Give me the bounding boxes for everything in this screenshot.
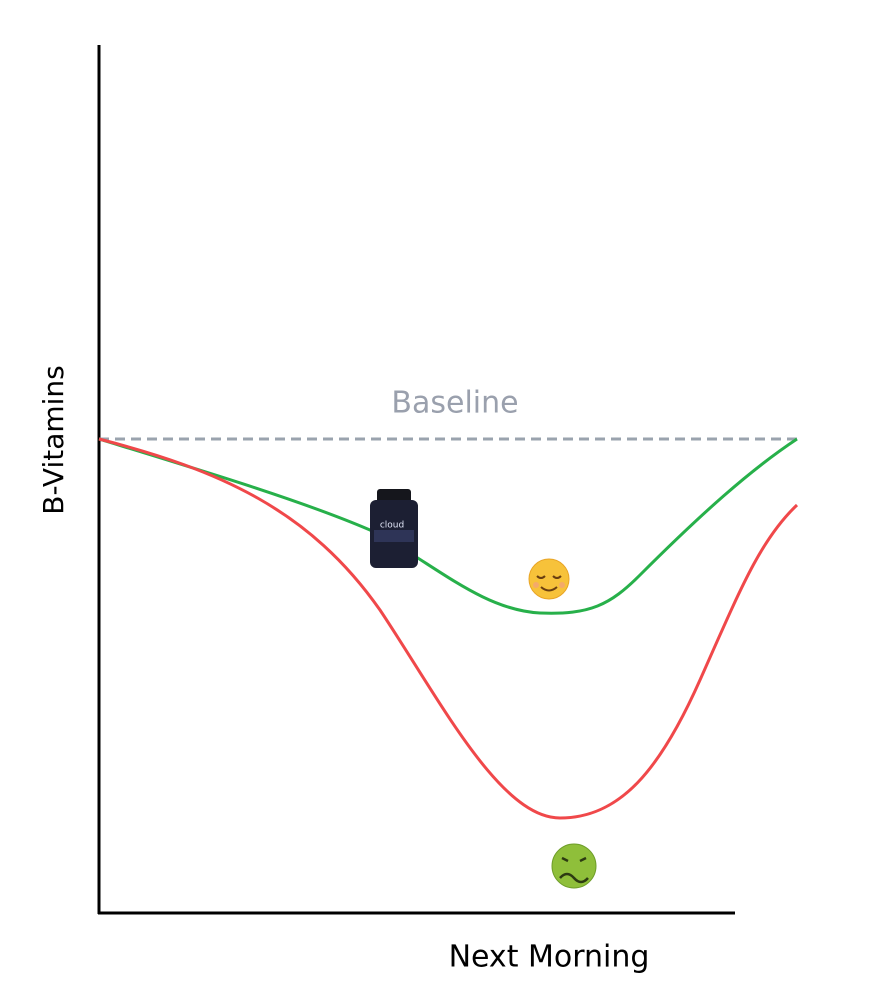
baseline-label: Baseline — [391, 386, 518, 421]
bottle-label: cloud — [380, 521, 404, 531]
relieved-emoji — [528, 558, 570, 600]
green-curve — [98, 437, 798, 615]
supplement-bottle: cloud — [370, 489, 418, 568]
nauseated-emoji — [551, 843, 597, 889]
y-axis-label: B-Vitamins — [37, 365, 70, 515]
red-curve — [98, 437, 799, 820]
x-axis-label: Next Morning — [449, 940, 650, 975]
